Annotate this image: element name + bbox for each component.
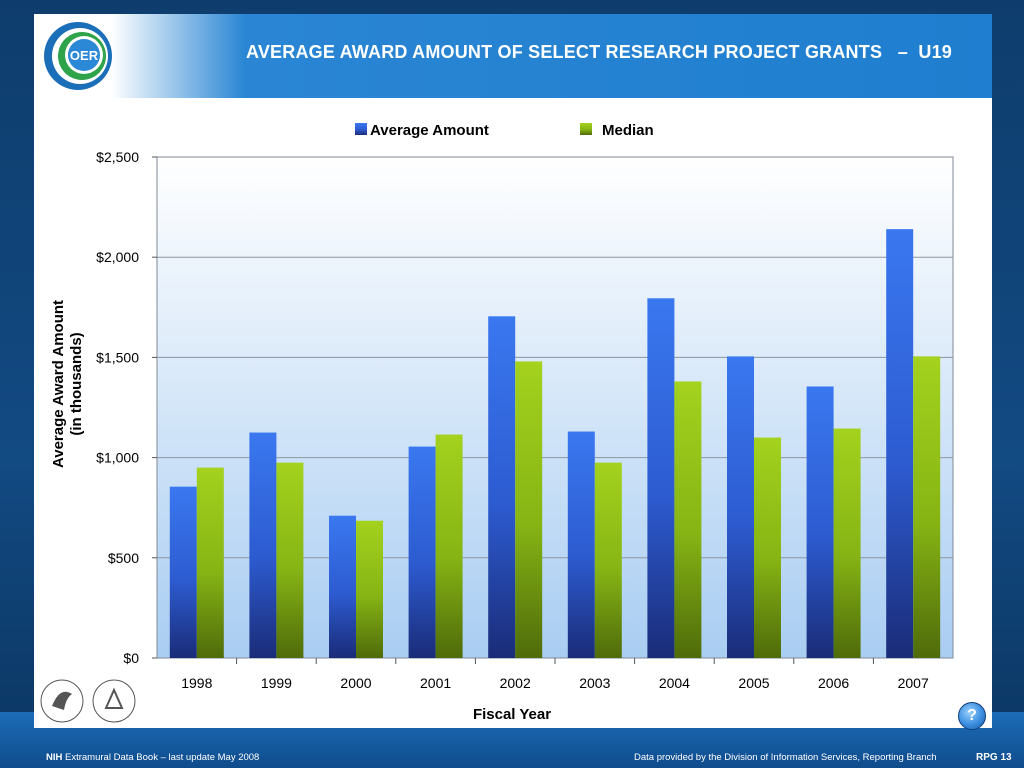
- y-axis-subtitle: (in thousands): [68, 332, 85, 435]
- x-tick-label: 2000: [340, 675, 371, 691]
- bar-median-2000: [356, 520, 383, 658]
- bar-average-2006: [806, 386, 834, 658]
- bar-average-2004: [647, 298, 675, 658]
- legend-swatch-average: [355, 123, 367, 135]
- bar-median-2002: [515, 361, 543, 658]
- bar-average-2005: [727, 356, 754, 658]
- x-tick-label: 2002: [500, 675, 531, 691]
- x-tick-label: 2007: [898, 675, 929, 691]
- logo-text: OER: [70, 48, 99, 63]
- bar-average-1998: [169, 486, 197, 658]
- y-tick-label: $500: [108, 550, 139, 566]
- y-tick-labels: $0 $500 $1,000 $1,500 $2,000 $2,500: [96, 149, 139, 666]
- bar-median-2005: [754, 437, 781, 658]
- bar-average-2003: [567, 431, 595, 658]
- bars-group: [169, 229, 941, 659]
- x-tick-label: 2004: [659, 675, 690, 691]
- footer-left: NIH Extramural Data Book – last update M…: [46, 752, 259, 763]
- footer-nih: NIH: [46, 752, 63, 763]
- x-tick-labels: 1998 1999 2000 2001 2002 2003 2004 2005 2006 2007: [181, 675, 929, 691]
- footer-book: Extramural Data Book – last update May 2…: [62, 752, 260, 763]
- y-axis-title: Average Award Amount: [50, 300, 67, 468]
- legend-label-average: Average Amount: [370, 122, 489, 139]
- bar-median-1999: [276, 462, 304, 658]
- bar-median-1998: [196, 467, 224, 658]
- x-tick-label: 2001: [420, 675, 451, 691]
- bar-median-2006: [833, 428, 861, 658]
- hhs-seal-icon: [40, 679, 84, 723]
- header-bar: OER AVERAGE AWARD AMOUNT OF SELECT RESEA…: [34, 14, 992, 98]
- x-tick-label: 2005: [738, 675, 769, 691]
- nih-seal-icon: [92, 679, 136, 723]
- y-tick-label: $2,500: [96, 149, 139, 165]
- bar-median-2001: [435, 434, 463, 658]
- bar-median-2004: [674, 381, 702, 658]
- bar-average-2007: [886, 229, 914, 659]
- bar-average-2002: [488, 316, 516, 658]
- y-tick-label: $1,000: [96, 450, 139, 466]
- legend-swatch-median: [580, 123, 592, 135]
- hhs-nih-seals: [40, 679, 136, 723]
- bar-average-1999: [249, 432, 277, 658]
- page-number: RPG 13: [976, 752, 1012, 763]
- bar-average-2000: [329, 515, 356, 658]
- y-tick-label: $2,000: [96, 249, 139, 265]
- footer-source: Data provided by the Division of Informa…: [634, 752, 937, 763]
- bar-median-2007: [913, 356, 941, 658]
- oer-logo: OER: [44, 22, 112, 90]
- legend: Average Amount Median: [355, 122, 654, 139]
- y-tick-label: $1,500: [96, 349, 139, 365]
- page-title: AVERAGE AWARD AMOUNT OF SELECT RESEARCH …: [245, 42, 952, 62]
- y-tick-label: $0: [123, 650, 139, 666]
- x-tick-label: 2003: [579, 675, 610, 691]
- help-button[interactable]: ?: [958, 702, 986, 730]
- legend-label-median: Median: [602, 122, 654, 139]
- bar-average-2001: [408, 446, 436, 658]
- x-axis-title: Fiscal Year: [473, 706, 551, 723]
- x-tick-label: 2006: [818, 675, 849, 691]
- bar-median-2003: [594, 462, 622, 658]
- x-tick-label: 1999: [261, 675, 292, 691]
- x-tick-label: 1998: [181, 675, 212, 691]
